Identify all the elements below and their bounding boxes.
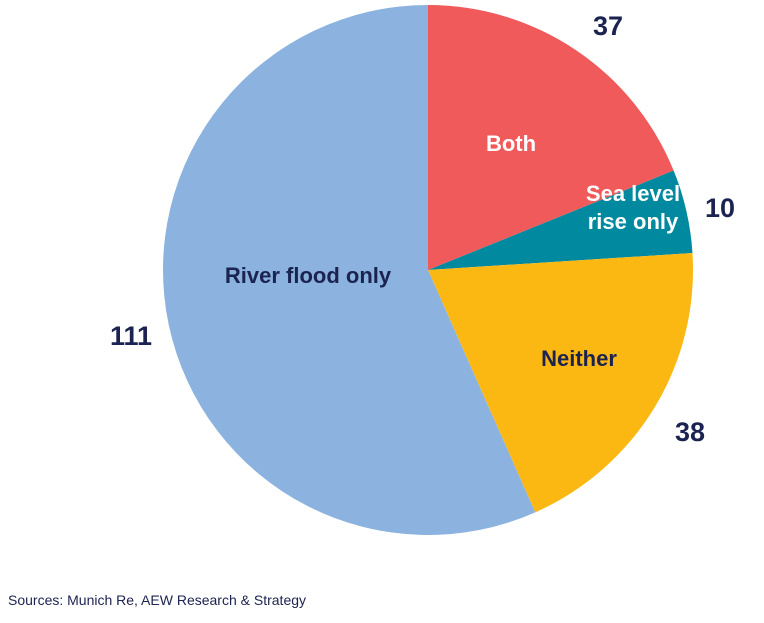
slice-label-sea-level-rise-only: Sea level rise only: [586, 181, 680, 234]
slice-label-line: rise only: [588, 209, 679, 234]
pie-chart: Both 37 Sea level rise only 10 Neither 38 River…: [110, 5, 735, 535]
slice-label-both: Both: [486, 131, 536, 156]
slice-label-line: Sea level: [586, 181, 680, 206]
source-note: Sources: Munich Re, AEW Research & Strat…: [8, 592, 307, 608]
pie-slice-sea-level-rise-only: [428, 170, 693, 270]
pie-slice-both: [428, 5, 674, 270]
slice-label-line: River flood only: [225, 263, 392, 288]
slice-label-line: Both: [486, 131, 536, 156]
slice-label-line: Neither: [541, 346, 617, 371]
pie-slice-river-flood-only: [163, 5, 536, 535]
value-label-neither: 38: [675, 417, 705, 447]
value-label-river-flood-only: 111: [110, 321, 152, 351]
slice-label-neither: Neither: [541, 346, 617, 371]
slice-label-river-flood-only: River flood only: [225, 263, 392, 288]
pie-slice-neither: [428, 253, 694, 513]
value-label-sea-level-rise-only: 10: [705, 193, 735, 223]
value-label-both: 37: [593, 11, 623, 41]
